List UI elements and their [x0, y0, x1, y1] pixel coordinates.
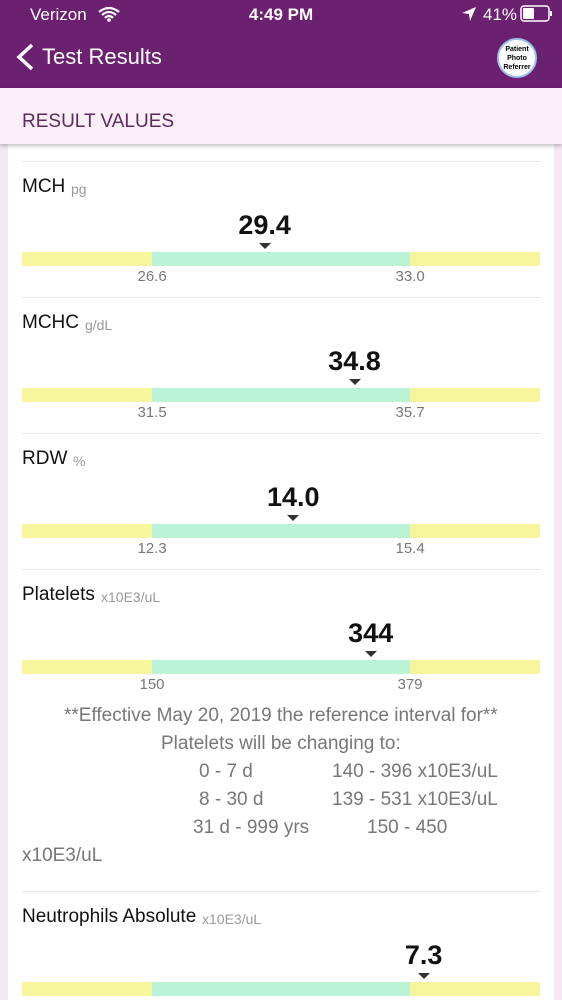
note-age: 8 - 30 d — [199, 789, 264, 810]
value-marker — [287, 515, 300, 521]
result-value: 34.8 — [328, 346, 381, 376]
separator — [22, 433, 540, 434]
nav-title: Test Results — [42, 44, 162, 69]
separator — [22, 297, 540, 298]
result-name: Neutrophils Absolute — [22, 906, 197, 927]
range-high-zone — [410, 660, 540, 674]
value-marker — [348, 379, 361, 385]
range-low-zone — [22, 252, 152, 266]
note-age: 0 - 7 d — [199, 761, 253, 782]
result-value: 344 — [348, 618, 394, 648]
top-bar — [0, 0, 562, 88]
range-normal-zone — [152, 524, 410, 538]
range-low-zone — [22, 524, 152, 538]
back-button[interactable] — [14, 42, 36, 72]
range-normal-zone — [152, 660, 410, 674]
avatar[interactable]: Patient Photo Referrer — [497, 38, 537, 78]
range-high-zone — [410, 982, 540, 996]
range-high-label: 33.0 — [395, 268, 425, 285]
separator — [22, 161, 540, 162]
value-marker — [417, 973, 430, 979]
results-card — [8, 144, 554, 1000]
range-high-label: 15.4 — [395, 540, 425, 557]
result-unit: % — [73, 453, 86, 469]
result-name: RDW — [22, 448, 68, 469]
range-normal-zone — [152, 388, 410, 402]
range-low-label: 26.6 — [137, 268, 167, 285]
range-normal-zone — [152, 252, 410, 266]
range-low-zone — [22, 388, 152, 402]
range-low-zone — [22, 982, 152, 996]
avatar-text: Patient Photo Referrer — [503, 45, 531, 71]
range-low-label: 1.4 — [142, 998, 163, 1000]
range-high-zone — [410, 388, 540, 402]
range-low-label: 31.5 — [137, 404, 167, 421]
value-marker — [258, 243, 271, 249]
note-range: 150 - 450 — [367, 817, 448, 838]
result-unit: x10E3/uL — [101, 589, 161, 605]
range-low-label: 150 — [139, 676, 165, 693]
range-high-label: 7.0 — [400, 998, 421, 1000]
carrier: Verizon — [30, 5, 87, 24]
result-name: MCH — [22, 176, 66, 197]
range-low-zone — [22, 660, 152, 674]
range-high-zone — [410, 524, 540, 538]
result-name: Platelets — [22, 584, 95, 605]
range-high-label: 35.7 — [395, 404, 425, 421]
value-marker — [364, 651, 377, 657]
result-name: MCHC — [22, 312, 79, 333]
location-icon — [462, 7, 476, 21]
note-subheading: Platelets will be changing to: — [161, 733, 401, 754]
result-unit: g/dL — [85, 317, 113, 333]
result-unit: pg — [71, 181, 87, 197]
range-low-label: 12.3 — [137, 540, 167, 557]
time: 4:49 PM — [248, 5, 314, 24]
note-heading: **Effective May 20, 2019 the reference i… — [64, 705, 498, 726]
section-title: RESULT VALUES — [22, 111, 175, 132]
battery-level: 41% — [483, 5, 518, 24]
result-unit: x10E3/uL — [202, 911, 262, 927]
note-age: 31 d - 999 yrs — [193, 817, 310, 838]
section-header — [0, 88, 562, 144]
range-normal-zone — [152, 982, 410, 996]
result-value: 14.0 — [266, 482, 320, 512]
note-range: 139 - 531 x10E3/uL — [332, 789, 498, 810]
separator — [22, 569, 540, 570]
separator — [22, 891, 540, 892]
note-tail: x10E3/uL — [22, 845, 103, 866]
result-value: 29.4 — [238, 210, 291, 240]
battery-icon — [520, 5, 552, 22]
note-range: 140 - 396 x10E3/uL — [332, 761, 498, 782]
wifi-icon — [98, 6, 120, 22]
range-high-zone — [410, 252, 540, 266]
range-high-label: 379 — [397, 676, 423, 693]
result-value: 7.3 — [404, 940, 443, 970]
